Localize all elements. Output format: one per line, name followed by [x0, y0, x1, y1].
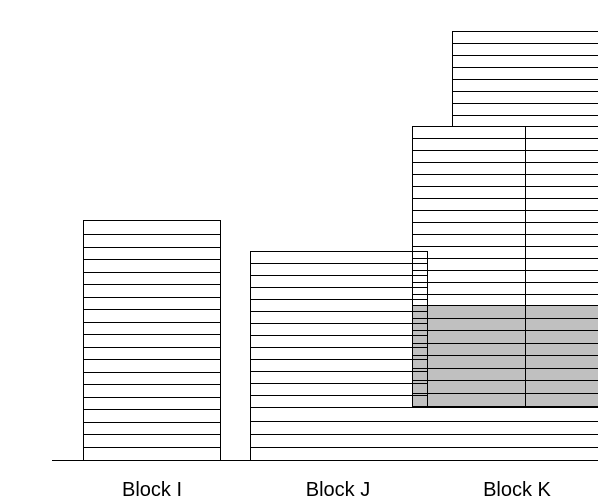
block-j-label: Block J: [305, 479, 371, 501]
block-j-outline: [250, 251, 428, 461]
block-i-floor-lines: [83, 234, 221, 448]
block-k-main-outline: [412, 126, 598, 408]
block-k-upper-outline: [452, 31, 598, 127]
block-j-floor-lines: [250, 263, 428, 408]
block-i-outline: [83, 220, 221, 461]
block-k-main-tower: [412, 126, 598, 408]
block-k-label: Block K: [483, 479, 551, 501]
block-i-building: [83, 220, 221, 461]
block-k-upper-floor-lines: [452, 43, 598, 116]
block-k-main-floor-lines: [412, 138, 598, 408]
block-j-building: [250, 251, 598, 461]
block-jk-lower-floor-lines: [250, 421, 598, 448]
block-k-upper-tower: [452, 31, 598, 127]
block-i-label: Block I: [121, 479, 183, 501]
